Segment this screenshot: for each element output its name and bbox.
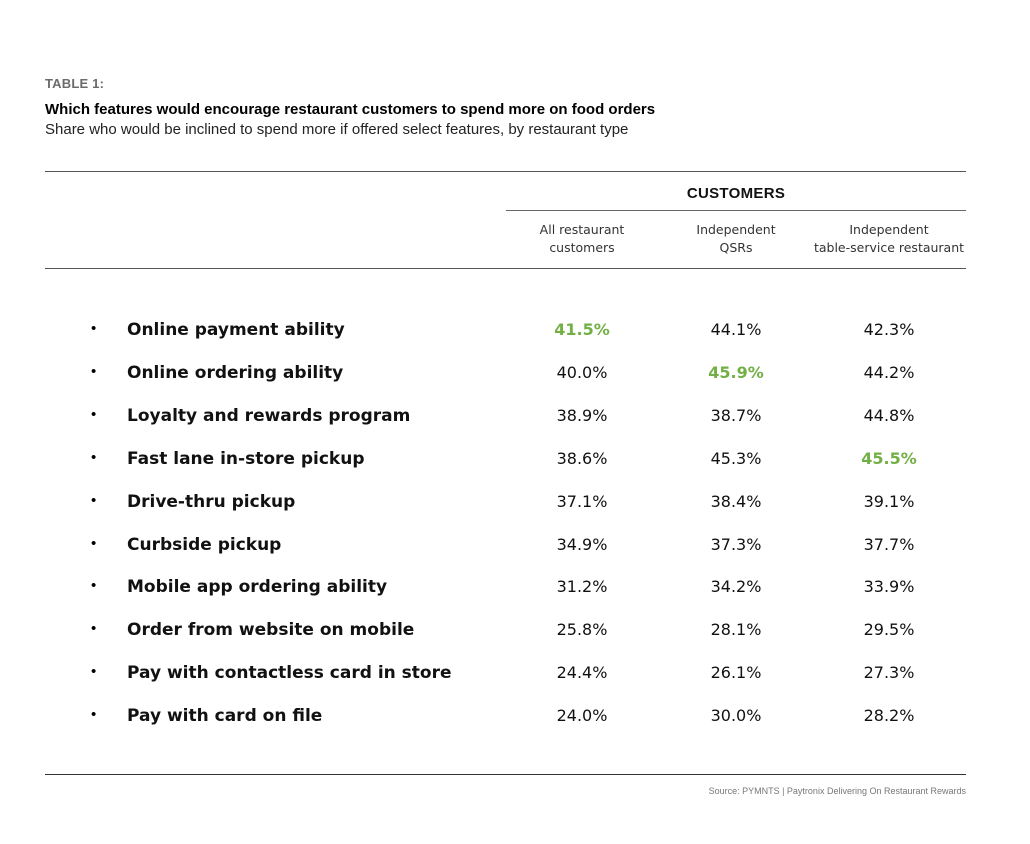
value-cell: 45.9%: [708, 362, 764, 382]
table-row: • Pay with contactless card in store 24.4%…: [0, 659, 1030, 689]
value-cell: 37.7%: [863, 534, 915, 554]
table-subtitle: Share who would be inclined to spend mor…: [45, 121, 629, 138]
value-cell: 34.2%: [710, 577, 762, 597]
column-header-line2: QSRs: [719, 240, 753, 255]
bullet-icon: •: [91, 362, 97, 380]
value-cell: 38.4%: [710, 491, 762, 511]
column-header-all-restaurant-customers: All restaurant customers: [540, 221, 625, 257]
value-cell: 39.1%: [863, 491, 915, 511]
group-title-customers: CUSTOMERS: [686, 185, 786, 202]
feature-label: Fast lane in-store pickup: [127, 448, 365, 469]
value-cell: 27.3%: [863, 663, 915, 683]
column-header-line1: Independent: [696, 222, 776, 237]
table-row: • Order from website on mobile 25.8% 28.1% 2…: [0, 616, 1030, 646]
table-row: • Pay with card on file 24.0% 30.0% 28.2%: [0, 702, 1030, 732]
value-cell: 29.5%: [863, 620, 915, 640]
bullet-icon: •: [91, 620, 97, 638]
value-cell: 44.2%: [863, 362, 915, 382]
bullet-icon: •: [91, 448, 97, 466]
value-cell: 34.9%: [556, 534, 608, 554]
table-row: • Drive-thru pickup 37.1% 38.4% 39.1%: [0, 488, 1030, 518]
bullet-icon: •: [91, 534, 97, 552]
feature-label: Loyalty and rewards program: [127, 405, 411, 426]
value-cell: 28.1%: [710, 620, 762, 640]
bullet-icon: •: [91, 491, 97, 509]
top-divider: [45, 171, 966, 172]
value-cell: 38.7%: [710, 405, 762, 425]
header-divider: [45, 268, 966, 269]
value-cell: 30.0%: [710, 706, 762, 726]
column-header-independent-qsrs: Independent QSRs: [696, 221, 775, 257]
column-header-line2: table-service restaurant: [813, 240, 965, 255]
value-cell: 44.8%: [863, 405, 915, 425]
table-row: • Fast lane in-store pickup 38.6% 45.3% 45.5…: [0, 445, 1030, 475]
feature-label: Online ordering ability: [127, 362, 344, 383]
table-row: • Online payment ability 41.5% 44.1% 42.3%: [0, 316, 1030, 346]
table-title: Which features would encourage restauran…: [45, 101, 656, 118]
feature-label: Drive-thru pickup: [127, 491, 296, 512]
bullet-icon: •: [91, 706, 97, 724]
bottom-divider: [45, 774, 966, 775]
value-cell: 37.3%: [710, 534, 762, 554]
source-note: Source: PYMNTS | Paytronix Delivering On…: [708, 786, 966, 796]
value-cell: 41.5%: [554, 320, 610, 339]
feature-label: Curbside pickup: [127, 534, 282, 555]
bullet-icon: •: [91, 577, 97, 595]
value-cell: 45.5%: [861, 448, 917, 468]
bullet-icon: •: [91, 320, 97, 337]
value-cell: 45.3%: [710, 448, 762, 468]
value-cell: 25.8%: [556, 620, 608, 640]
table-row: • Curbside pickup 34.9% 37.3% 37.7%: [0, 531, 1030, 561]
column-header-line1: All restaurant: [539, 222, 625, 237]
feature-label: Pay with card on file: [127, 706, 323, 727]
value-cell: 40.0%: [556, 362, 608, 382]
bullet-icon: •: [91, 663, 97, 681]
table-row: • Loyalty and rewards program 38.9% 38.7% 44…: [0, 402, 1030, 432]
feature-label: Online payment ability: [127, 320, 345, 340]
feature-label: Order from website on mobile: [127, 620, 415, 641]
value-cell: 24.4%: [556, 663, 608, 683]
table-row: • Online ordering ability 40.0% 45.9% 44.2%: [0, 359, 1030, 389]
bullet-icon: •: [91, 405, 97, 423]
feature-label: Pay with contactless card in store: [127, 663, 452, 684]
value-cell: 38.6%: [556, 448, 608, 468]
feature-label: Mobile app ordering ability: [127, 577, 388, 598]
value-cell: 37.1%: [556, 491, 608, 511]
column-header-line1: Independent: [849, 222, 929, 237]
group-divider: [506, 210, 966, 211]
value-cell: 44.1%: [710, 320, 762, 339]
value-cell: 24.0%: [556, 706, 608, 726]
value-cell: 38.9%: [556, 405, 608, 425]
value-cell: 33.9%: [863, 577, 915, 597]
table-label: TABLE 1:: [45, 76, 105, 91]
value-cell: 42.3%: [863, 320, 915, 339]
table-row: • Mobile app ordering ability 31.2% 34.2% 33…: [0, 573, 1030, 603]
value-cell: 31.2%: [556, 577, 608, 597]
column-header-independent-table-service: Independent table-service restaurant: [814, 221, 964, 257]
value-cell: 28.2%: [863, 706, 915, 726]
value-cell: 26.1%: [710, 663, 762, 683]
column-header-line2: customers: [549, 240, 615, 255]
